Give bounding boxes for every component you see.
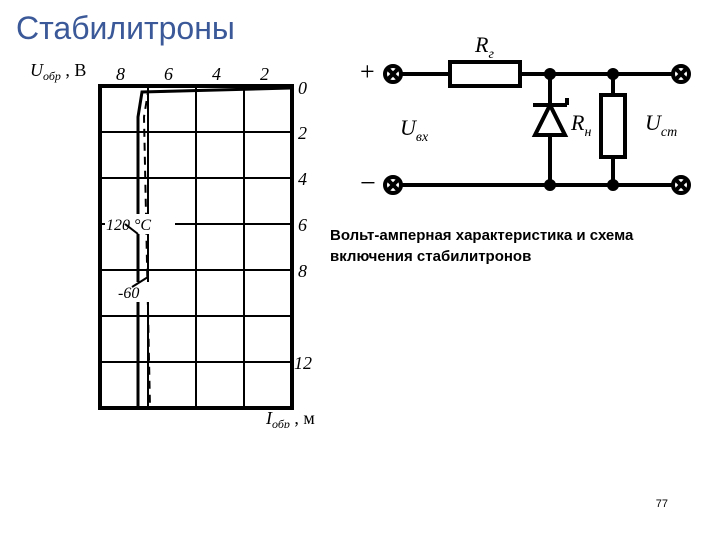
xtick-0: 8 [116,64,125,84]
label-rn: Rн [570,110,591,140]
caption: Вольт-амперная характеристика и схема вк… [330,225,680,267]
ytick-2: 4 [298,169,307,189]
page-title: Стабилитроны [16,10,235,47]
annotation-temp1: 120 °С [106,217,151,234]
circuit-diagram: + [355,30,695,210]
circuit-svg: + [355,30,695,210]
ytick-4: 8 [298,261,307,281]
ytick-6: 12 [294,353,312,373]
chart-svg: Uобр , В 8 6 4 2 0 2 4 6 8 12 Iобр , мА [30,62,315,428]
caption-line2: включения стабилитронов [330,248,531,265]
plus-sign: + [360,57,375,86]
xtick-3: 2 [260,64,269,84]
caption-line1: Вольт-амперная характеристика и схема [330,227,633,244]
curve-solid [138,86,292,408]
y-axis-label: Uобр , В [30,62,86,84]
ytick-1: 2 [298,123,307,143]
page-number: 77 [656,498,668,510]
xtick-1: 6 [164,64,173,84]
annotation-temp2: -60 [118,285,139,302]
minus-sign: − [360,168,376,199]
label-uvx: Uвх [400,115,429,145]
va-chart: Uобр , В 8 6 4 2 0 2 4 6 8 12 Iобр , мА [30,62,315,428]
x-axis-label: Iобр , мА [265,408,315,428]
label-rg: Rг [474,32,494,62]
ytick-0: 0 [298,78,307,98]
xtick-2: 4 [212,64,221,84]
label-uct: Uст [645,110,677,140]
ytick-3: 6 [298,215,307,235]
curve-dashed [144,86,292,408]
